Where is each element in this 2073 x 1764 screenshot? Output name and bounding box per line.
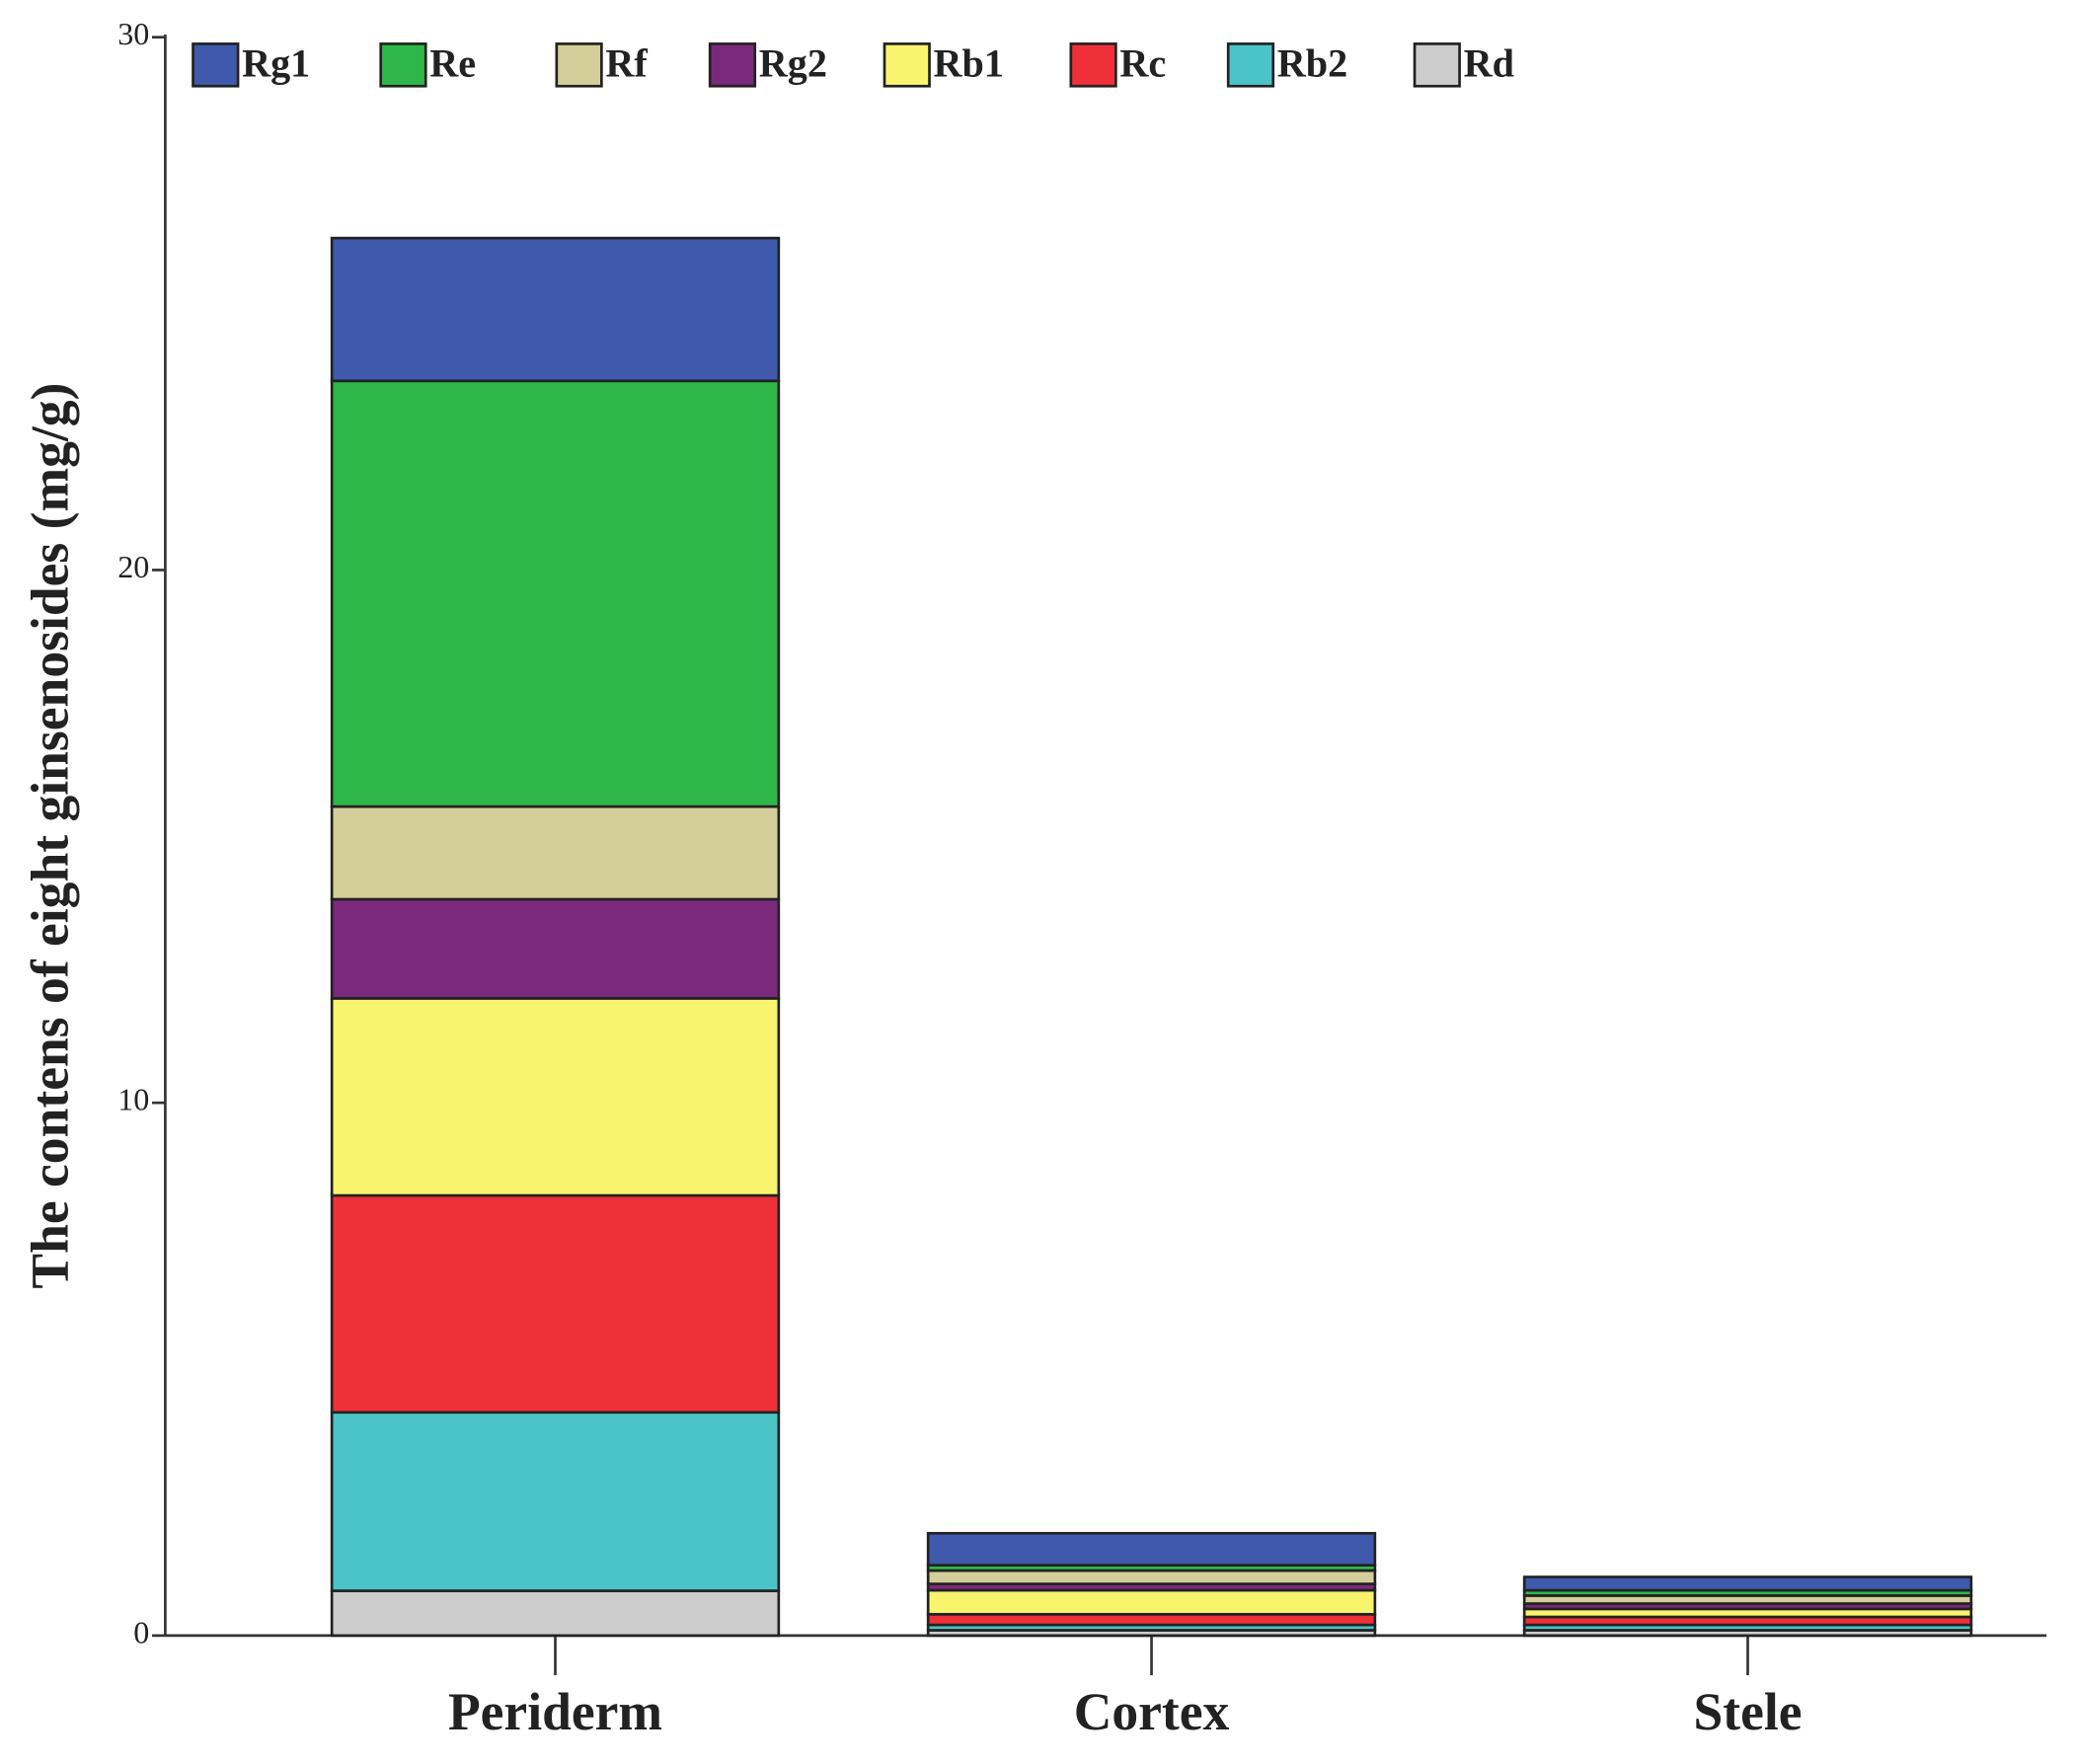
bar-segment	[926, 1612, 1377, 1627]
legend-label: Rg2	[759, 41, 827, 86]
legend-swatch	[708, 42, 757, 88]
bar-segment	[330, 1193, 781, 1415]
legend-label: Rg1	[242, 41, 310, 86]
bar-segment	[926, 1569, 1377, 1585]
legend-swatch	[1226, 42, 1275, 88]
bar-segment	[330, 236, 781, 383]
legend-swatch	[1069, 42, 1117, 88]
legend-label: Rc	[1119, 41, 1166, 86]
legend-label: Re	[429, 41, 476, 86]
y-axis-label: The contens of eight ginsenosides (mg/g)	[21, 383, 80, 1289]
y-tick-label: 10	[117, 1082, 149, 1117]
x-tick-label: Stele	[1694, 1682, 1803, 1741]
bar-segment	[330, 997, 781, 1197]
x-tick-label: Cortex	[1074, 1682, 1230, 1741]
legend-label: Rf	[605, 41, 648, 86]
legend-label: Rb2	[1277, 41, 1347, 86]
bar-segment	[330, 897, 781, 1000]
legend-swatch	[883, 42, 931, 88]
bar-segment	[330, 379, 781, 808]
legend-label: Rb1	[934, 41, 1004, 86]
legend-swatch	[379, 42, 427, 88]
bar-segment	[330, 805, 781, 901]
legend-swatch	[555, 42, 603, 88]
y-tick-label: 30	[117, 16, 149, 51]
bar-segment	[926, 1531, 1377, 1567]
bar-segment	[1522, 1575, 1973, 1592]
x-tick-label: Periderm	[448, 1682, 662, 1741]
legend-swatch	[192, 42, 240, 88]
bar-segment	[330, 1589, 781, 1638]
legend-swatch	[1413, 42, 1461, 88]
bar-segment	[926, 1588, 1377, 1616]
legend-label: Rd	[1464, 41, 1514, 86]
y-tick-label: 20	[117, 549, 149, 584]
bar-segment	[330, 1411, 781, 1592]
y-tick-label: 0	[133, 1614, 149, 1649]
